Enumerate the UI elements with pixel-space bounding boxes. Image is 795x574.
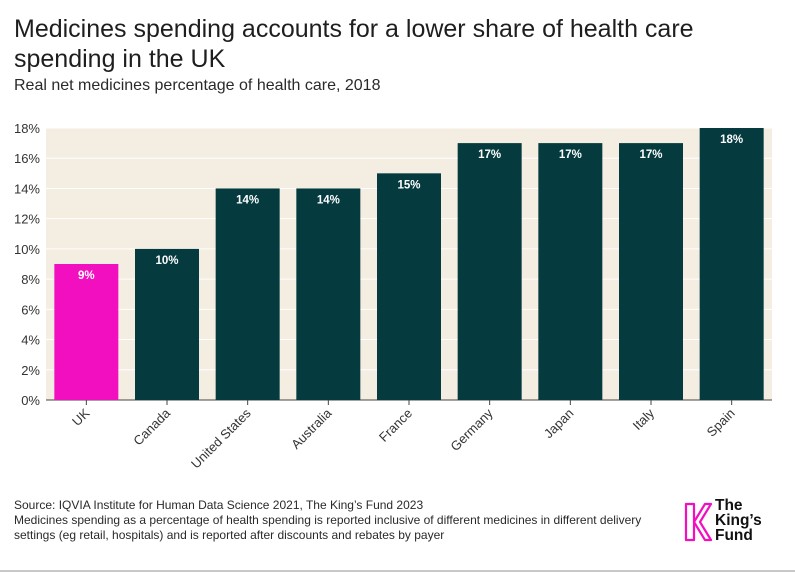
x-tick-label: Australia bbox=[288, 405, 335, 452]
y-tick-label: 16% bbox=[14, 151, 40, 166]
data-label: 14% bbox=[236, 194, 259, 206]
bar bbox=[699, 128, 764, 400]
x-tick-label: Japan bbox=[541, 406, 577, 442]
methodology-note: Medicines spending as a percentage of he… bbox=[14, 513, 642, 542]
x-tick-label: Germany bbox=[447, 405, 496, 454]
x-tick-label: France bbox=[376, 406, 415, 445]
bar bbox=[135, 248, 199, 400]
y-tick-label: 10% bbox=[14, 242, 40, 257]
bar bbox=[457, 143, 522, 400]
bars bbox=[54, 128, 764, 400]
chart-title: Medicines spending accounts for a lower … bbox=[14, 15, 694, 73]
y-tick-label: 4% bbox=[21, 333, 40, 348]
kings-fund-logo: The King’s Fund bbox=[683, 498, 783, 548]
y-tick-label: 14% bbox=[14, 181, 40, 196]
logo-wordmark: The King’s Fund bbox=[715, 497, 762, 544]
y-tick-label: 6% bbox=[21, 302, 40, 317]
bar bbox=[215, 188, 280, 400]
chart-subtitle: Real net medicines percentage of health … bbox=[14, 77, 381, 94]
logo-k-icon bbox=[684, 502, 713, 542]
data-label: 14% bbox=[317, 194, 340, 206]
source-text: Source: IQVIA Institute for Human Data S… bbox=[14, 498, 424, 512]
x-tick-label: United States bbox=[188, 405, 254, 470]
logo-line-1: The bbox=[715, 497, 743, 514]
bar bbox=[296, 188, 361, 400]
logo-line-3: Fund bbox=[715, 527, 753, 544]
data-label: 15% bbox=[397, 179, 420, 191]
y-tick-label: 0% bbox=[21, 393, 40, 408]
bar bbox=[54, 264, 119, 400]
x-tick-label: Italy bbox=[630, 405, 658, 433]
x-tick-label: Spain bbox=[704, 406, 738, 440]
y-tick-label: 12% bbox=[14, 212, 40, 227]
x-axis: UK Canada United States Australia France Germ… bbox=[69, 400, 738, 470]
bar bbox=[377, 173, 441, 400]
y-tick-label: 8% bbox=[21, 272, 40, 287]
data-label: 18% bbox=[720, 134, 743, 146]
bottom-divider bbox=[0, 570, 795, 572]
data-label: 17% bbox=[639, 149, 662, 161]
bar-chart: 0% 2% 4% 6% 8% 10% 12% 14% 16% 18% 9% 10% 14% 14% 15%… bbox=[14, 121, 772, 470]
y-tick-label: 18% bbox=[14, 121, 40, 136]
data-label: 17% bbox=[478, 149, 501, 161]
x-tick-label: Canada bbox=[130, 405, 173, 448]
y-tick-label: 2% bbox=[21, 363, 40, 378]
data-label: 17% bbox=[559, 149, 582, 161]
bar bbox=[538, 143, 603, 400]
source-note: Source: IQVIA Institute for Human Data S… bbox=[14, 498, 654, 543]
bar bbox=[619, 143, 683, 400]
data-labels: 9% 10% 14% 14% 15% 17% 17% 17% 18% bbox=[78, 134, 743, 282]
x-tick-label: UK bbox=[69, 405, 93, 429]
data-label: 9% bbox=[78, 270, 95, 282]
data-label: 10% bbox=[155, 255, 178, 267]
logo-line-2: King’s bbox=[715, 512, 762, 529]
